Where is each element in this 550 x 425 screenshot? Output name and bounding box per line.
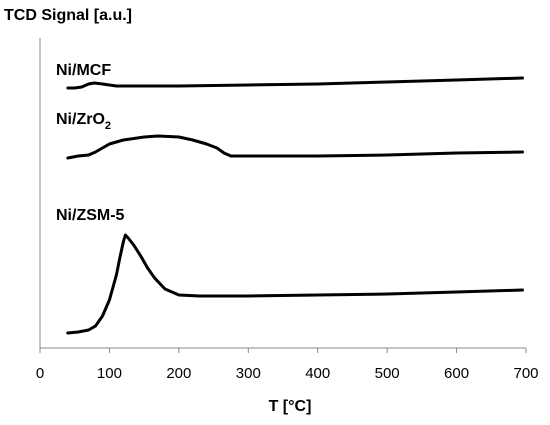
- x-tick-label: 500: [375, 365, 400, 382]
- x-tick-label: 600: [444, 365, 469, 382]
- x-tick-label: 400: [305, 365, 330, 382]
- x-axis-label: T [°C]: [269, 398, 312, 415]
- x-tick-labels: 0 100 200 300 400 500 600 700: [36, 348, 539, 382]
- series-line: [66, 134, 524, 160]
- x-tick-label: 200: [166, 365, 191, 382]
- y-axis-label: TCD Signal [a.u.]: [4, 7, 132, 24]
- axes: [39, 38, 526, 349]
- series-label: Ni/MCF: [56, 62, 111, 79]
- x-tick-label: 100: [97, 365, 122, 382]
- series-line: [66, 233, 524, 335]
- x-tick-label: 300: [236, 365, 261, 382]
- series-label: Ni/ZrO2: [56, 111, 111, 132]
- x-tick-label: 0: [36, 365, 44, 382]
- series-label: Ni/ZSM-5: [56, 207, 125, 224]
- series-labels: Ni/MCF Ni/ZrO2 Ni/ZSM-5: [56, 62, 125, 224]
- x-tick-label: 700: [513, 365, 538, 382]
- series-line: [66, 76, 524, 90]
- series-lines: [66, 76, 524, 335]
